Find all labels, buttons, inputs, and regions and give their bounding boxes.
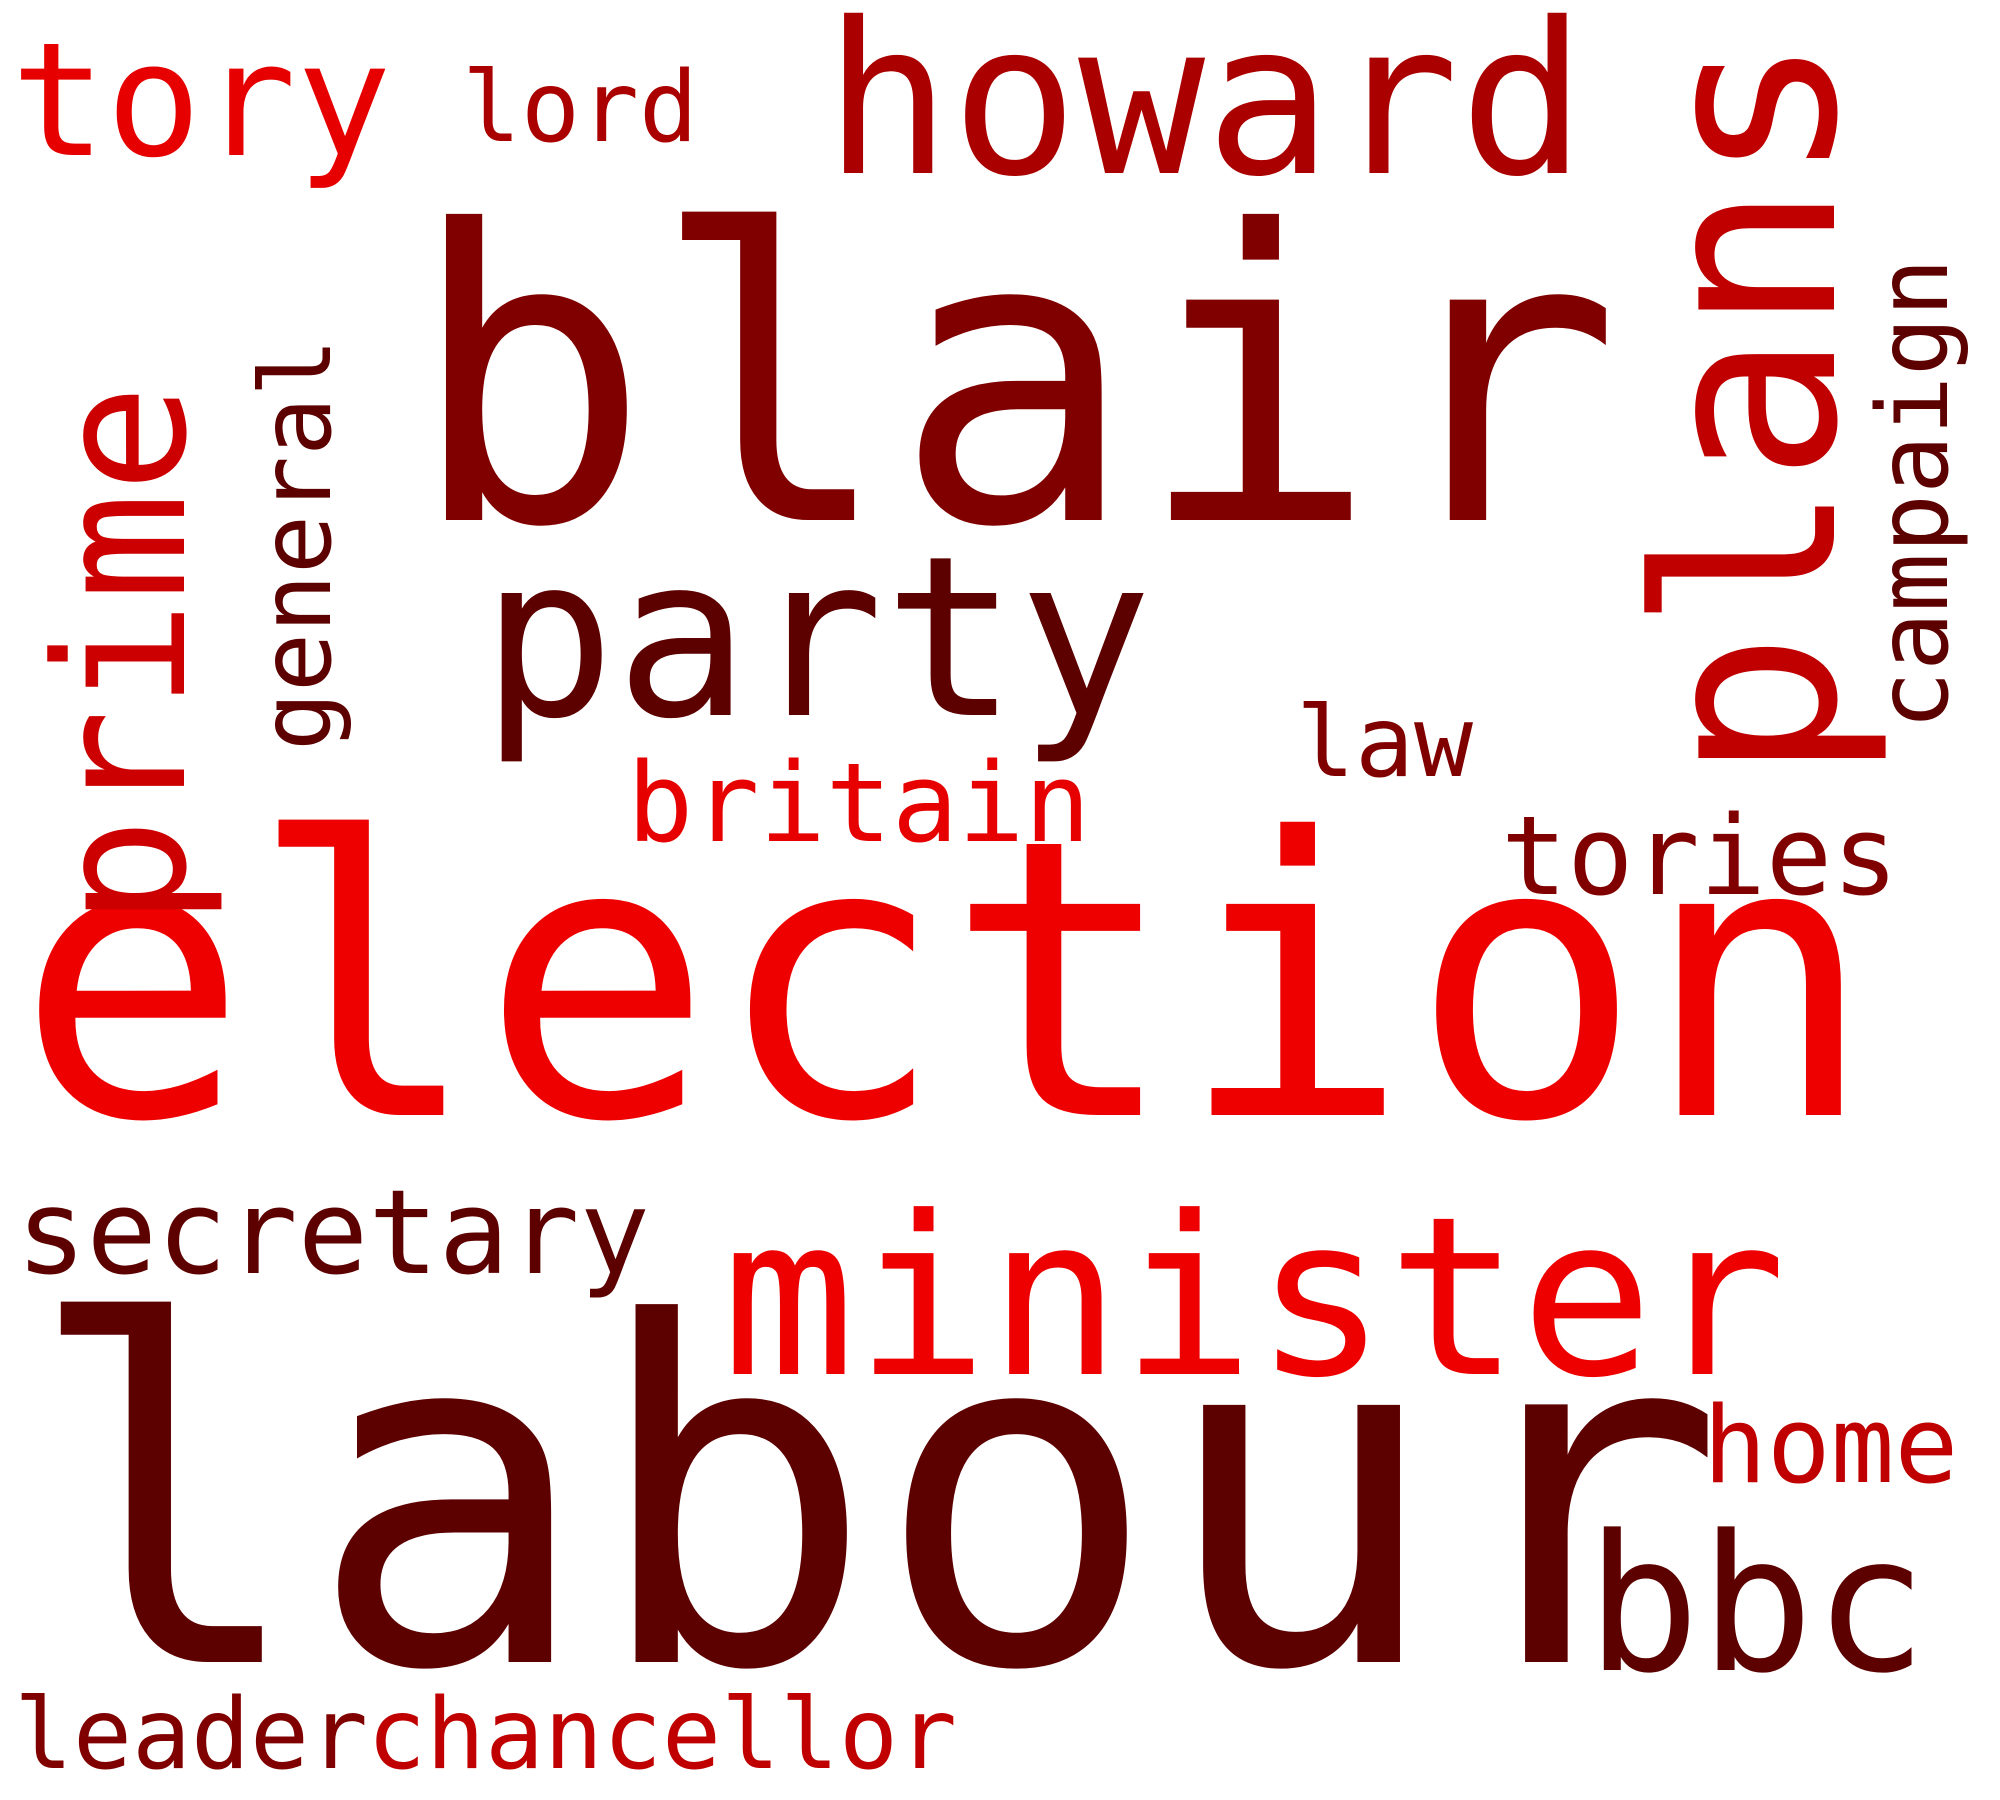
word-campaign: campaign: [1857, 257, 1971, 730]
word-lord: lord: [462, 51, 699, 165]
word-secretary: secretary: [16, 1164, 650, 1301]
word-labour: labour: [24, 1226, 1726, 1774]
word-minister: minister: [722, 1170, 1787, 1427]
word-britain: britain: [627, 739, 1091, 867]
word-election: election: [16, 758, 1876, 1207]
word-general: general: [240, 337, 354, 751]
word-tory: tory: [11, 9, 392, 193]
word-plans: plans: [1605, 34, 1893, 781]
word-law: law: [1296, 686, 1474, 800]
word-leader: leader: [14, 1678, 369, 1792]
word-party: party: [481, 508, 1153, 768]
word-prime: prime: [18, 384, 227, 926]
word-blair: blair: [408, 147, 1622, 616]
word-bbc: bbc: [1586, 1495, 1928, 1715]
word-howard: howard: [824, 0, 1587, 223]
word-tories: tories: [1501, 792, 1899, 920]
word-chancellor: chancellor: [367, 1678, 958, 1792]
word-home: home: [1703, 1384, 1959, 1507]
